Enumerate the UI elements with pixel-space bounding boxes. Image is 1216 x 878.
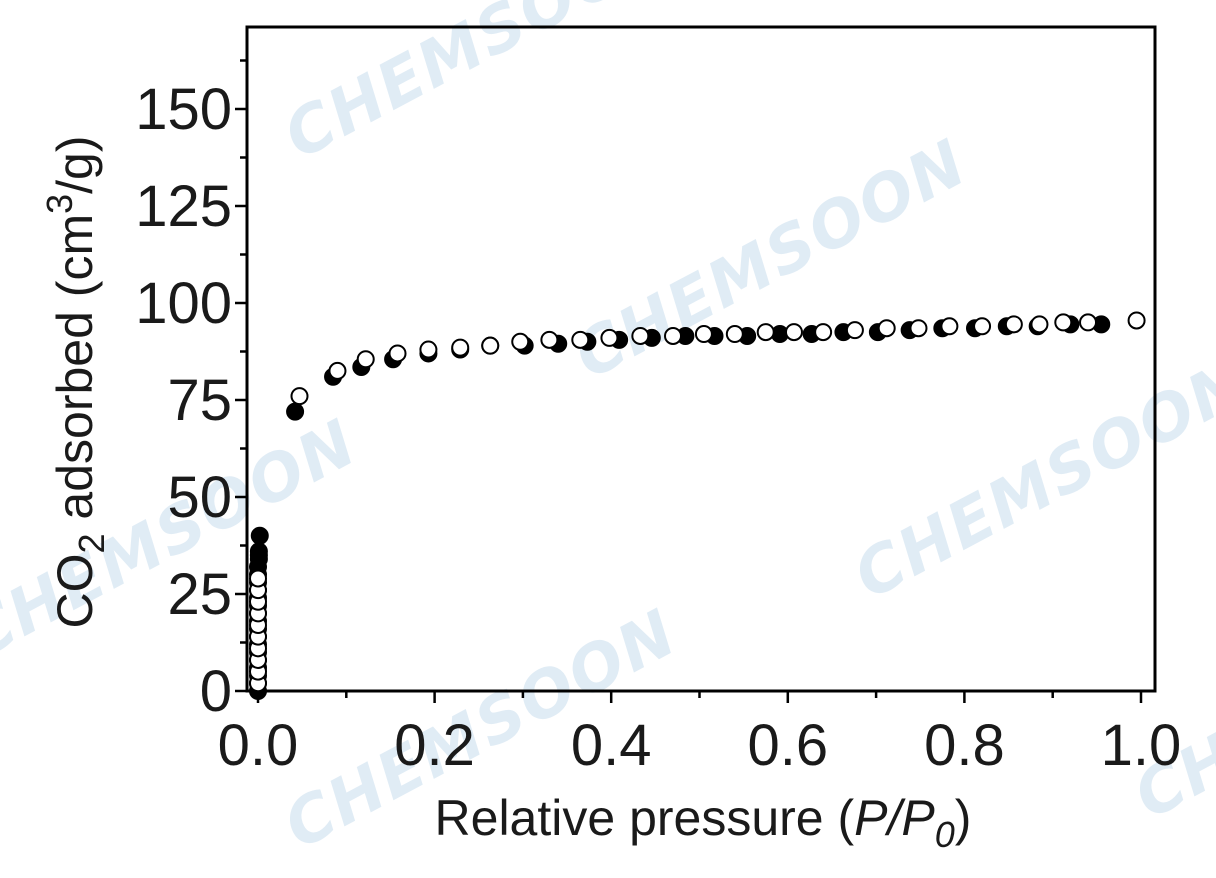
desorption-point bbox=[481, 336, 500, 355]
desorption-point bbox=[909, 319, 928, 338]
desorption-point bbox=[249, 569, 267, 588]
x-tick-label: 0.2 bbox=[394, 713, 475, 778]
desorption-point bbox=[1127, 311, 1146, 330]
desorption-point bbox=[290, 387, 309, 406]
desorption-point bbox=[756, 323, 775, 342]
watermark: CHEMSOON bbox=[563, 126, 980, 394]
desorption-point bbox=[1054, 313, 1073, 332]
desorption-point bbox=[814, 323, 833, 342]
x-tick-label: 0.4 bbox=[571, 713, 652, 778]
y-tick-label: 25 bbox=[167, 562, 232, 627]
y-tick-label: 75 bbox=[167, 368, 232, 433]
desorption-point bbox=[1030, 315, 1049, 334]
y-tick-label: 100 bbox=[135, 271, 232, 336]
desorption-point bbox=[631, 326, 650, 345]
y-tick-label: 50 bbox=[167, 465, 232, 530]
desorption-point bbox=[571, 330, 590, 349]
desorption-point bbox=[419, 340, 438, 359]
desorption-point bbox=[1004, 315, 1023, 334]
desorption-point bbox=[725, 325, 744, 344]
x-tick-label: 0.0 bbox=[218, 713, 299, 778]
desorption-point bbox=[600, 328, 619, 347]
adsorption-point bbox=[250, 526, 269, 545]
x-tick-label: 0.6 bbox=[747, 713, 828, 778]
desorption-point bbox=[356, 350, 375, 369]
desorption-point bbox=[845, 321, 864, 340]
x-tick-label: 0.8 bbox=[924, 713, 1005, 778]
plot-frame bbox=[245, 25, 1157, 693]
desorption-point bbox=[328, 361, 347, 380]
desorption-point bbox=[1079, 313, 1098, 332]
adsorption-point bbox=[249, 542, 268, 561]
desorption-point bbox=[694, 325, 713, 344]
desorption-point bbox=[388, 344, 407, 363]
desorption-point bbox=[877, 319, 896, 338]
desorption-point bbox=[973, 317, 992, 336]
desorption-point bbox=[511, 332, 530, 351]
x-axis-title: Relative pressure (P/P0) bbox=[435, 790, 972, 855]
watermark: CHEMSOON bbox=[1123, 566, 1216, 834]
adsorption-point bbox=[286, 402, 305, 421]
desorption-point bbox=[940, 317, 959, 336]
y-tick-label: 0 bbox=[200, 659, 232, 724]
watermark: CHEMSOON bbox=[843, 346, 1216, 614]
desorption-point bbox=[540, 330, 559, 349]
desorption-point bbox=[664, 326, 683, 345]
y-tick-label: 125 bbox=[135, 174, 232, 239]
x-tick-label: 1.0 bbox=[1101, 713, 1182, 778]
tick-labels: 0.0 0.2 0.4 0.6 0.8 1.0 0 25 50 75 100 125 150 bbox=[135, 77, 1181, 778]
axis-ticks bbox=[235, 59, 1143, 703]
y-tick-label: 150 bbox=[135, 77, 232, 142]
data-points bbox=[249, 311, 1146, 700]
desorption-point bbox=[784, 323, 803, 342]
desorption-point bbox=[451, 338, 470, 357]
y-axis-title: CO2 adsorbed (cm3/g) bbox=[39, 135, 112, 628]
